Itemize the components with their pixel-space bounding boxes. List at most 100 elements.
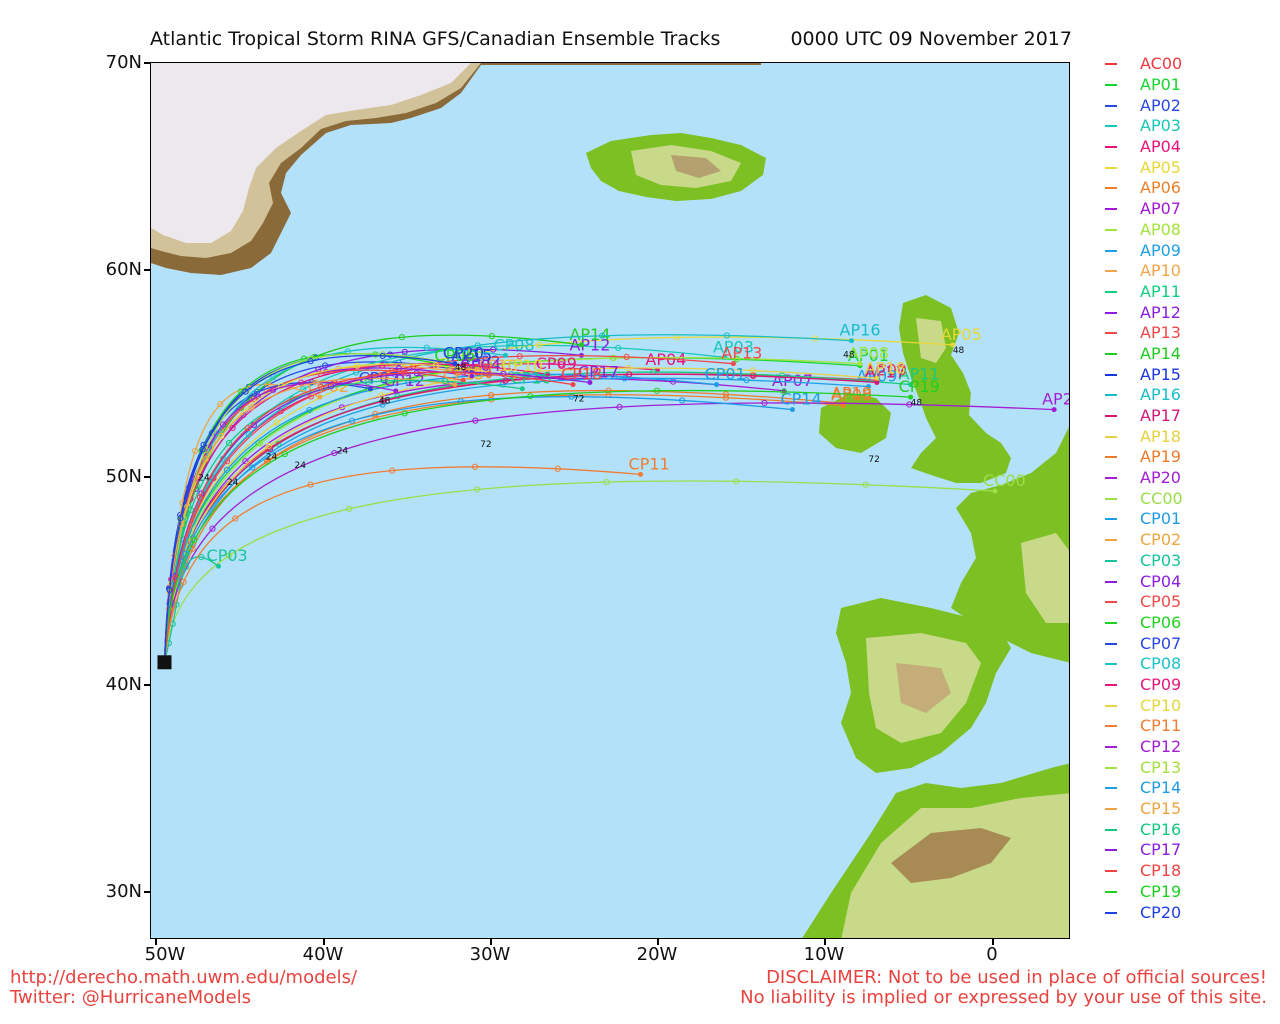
legend-item-ap04: AP04 bbox=[1100, 137, 1280, 158]
ytick-mark bbox=[144, 62, 150, 64]
legend-label: CP11 bbox=[1140, 716, 1182, 736]
track-ap12 bbox=[163, 348, 582, 663]
track-point bbox=[761, 399, 768, 407]
legend-item-ap08: AP08 bbox=[1100, 220, 1280, 241]
track-point bbox=[471, 463, 479, 470]
legend-label: CP07 bbox=[1140, 633, 1182, 653]
legend-item-ap11: AP11 bbox=[1100, 282, 1280, 303]
legend-swatch bbox=[1105, 394, 1117, 397]
track-hour-label: 48 bbox=[379, 396, 391, 406]
track-point bbox=[219, 421, 227, 428]
track-point bbox=[348, 417, 356, 424]
legend-item-cp06: CP06 bbox=[1100, 613, 1280, 634]
legend-label: CP12 bbox=[1140, 737, 1182, 757]
track-point bbox=[499, 381, 506, 388]
legend-item-cp15: CP15 bbox=[1100, 799, 1280, 820]
ytick-mark bbox=[144, 684, 150, 686]
xtick-mark bbox=[657, 939, 659, 945]
track-point bbox=[380, 397, 387, 404]
track-point bbox=[264, 457, 272, 464]
track-end-point bbox=[908, 394, 914, 400]
track-point bbox=[488, 391, 495, 399]
track-point bbox=[621, 375, 628, 382]
track-label: CP18 bbox=[561, 365, 602, 384]
track-end-point bbox=[992, 488, 998, 494]
legend-item-ap01: AP01 bbox=[1100, 75, 1280, 96]
track-end-point bbox=[908, 382, 914, 388]
legend-item-cp04: CP04 bbox=[1100, 571, 1280, 592]
track-label: AP13 bbox=[721, 344, 762, 363]
track-end-point bbox=[950, 342, 956, 348]
track-cp11 bbox=[163, 466, 641, 663]
track-end-point bbox=[874, 379, 880, 385]
track-end-point bbox=[570, 382, 576, 388]
track-end-point bbox=[578, 342, 584, 348]
legend-item-cp19: CP19 bbox=[1100, 882, 1280, 903]
legend-label: CP01 bbox=[1140, 509, 1182, 529]
legend-swatch bbox=[1105, 890, 1117, 893]
xtick-mark bbox=[992, 939, 994, 945]
track-hour-label: 24 bbox=[294, 461, 306, 471]
legend-swatch bbox=[1105, 580, 1117, 583]
legend-swatch bbox=[1105, 663, 1117, 666]
legend-swatch bbox=[1105, 146, 1117, 149]
track-point bbox=[275, 440, 282, 447]
legend-label: AP01 bbox=[1140, 75, 1181, 95]
track-point bbox=[270, 386, 277, 393]
footer-disclaimer: DISCLAIMER: Not to be used in place of o… bbox=[766, 967, 1267, 988]
track-point bbox=[183, 563, 190, 570]
track-end-point bbox=[502, 352, 508, 358]
legend-label: AP12 bbox=[1140, 302, 1181, 322]
track-hour-label: 24 bbox=[227, 478, 239, 488]
legend-item-cp17: CP17 bbox=[1100, 840, 1280, 861]
legend-label: AP04 bbox=[1140, 137, 1181, 157]
legend-swatch bbox=[1105, 539, 1117, 542]
track-point bbox=[500, 370, 507, 377]
track-point bbox=[346, 505, 353, 512]
france-europe bbox=[951, 427, 1069, 663]
track-point bbox=[354, 362, 361, 369]
track-point bbox=[442, 378, 449, 385]
track-point bbox=[605, 387, 612, 394]
legend-label: AP20 bbox=[1140, 468, 1181, 488]
legend-label: CP14 bbox=[1140, 778, 1182, 798]
legend: AC00 AP01 AP02 AP03 AP04 AP05 AP06 AP07 AP08 AP09… bbox=[1100, 54, 1280, 923]
ytick-mark bbox=[144, 476, 150, 478]
track-point bbox=[623, 353, 630, 360]
track-end-point bbox=[849, 338, 855, 344]
legend-swatch bbox=[1105, 683, 1117, 686]
track-point bbox=[273, 419, 281, 426]
track-end-point bbox=[865, 384, 871, 390]
legend-label: CC00 bbox=[1140, 488, 1183, 508]
track-point bbox=[242, 388, 249, 395]
track-point bbox=[906, 401, 913, 408]
greenland-landmass bbox=[151, 63, 761, 275]
footer-url[interactable]: http://derecho.math.uwm.edu/models/ bbox=[10, 967, 358, 988]
legend-label: AP11 bbox=[1140, 281, 1181, 301]
track-point bbox=[191, 537, 198, 544]
track-point bbox=[401, 348, 408, 355]
legend-swatch bbox=[1105, 601, 1117, 604]
track-point bbox=[733, 478, 740, 485]
legend-label: AP02 bbox=[1140, 95, 1181, 115]
track-end-point bbox=[460, 377, 466, 383]
track-point bbox=[249, 464, 256, 471]
ensemble-tracks: AC00AP01AP02AP03AP04AP05AP06AP07AP08AP09… bbox=[157, 321, 1069, 670]
track-point bbox=[364, 379, 371, 386]
track-label: AP18 bbox=[865, 358, 906, 377]
footer-twitter: Twitter: @HurricaneModels bbox=[10, 987, 252, 1008]
legend-item-cp12: CP12 bbox=[1100, 737, 1280, 758]
track-label: CP08 bbox=[493, 335, 534, 354]
iceland-landmass bbox=[586, 133, 766, 201]
track-label: AP14 bbox=[569, 325, 610, 344]
track-point bbox=[199, 446, 206, 453]
track-end-point bbox=[587, 379, 593, 385]
legend-item-cp10: CP10 bbox=[1100, 695, 1280, 716]
track-point bbox=[379, 352, 386, 359]
legend-swatch bbox=[1105, 63, 1117, 66]
track-point bbox=[281, 450, 288, 458]
track-label: CP11 bbox=[629, 454, 670, 473]
xtick-label: 10W bbox=[803, 944, 845, 965]
track-label: AP16 bbox=[840, 321, 881, 340]
track-label: AP12 bbox=[569, 335, 610, 354]
